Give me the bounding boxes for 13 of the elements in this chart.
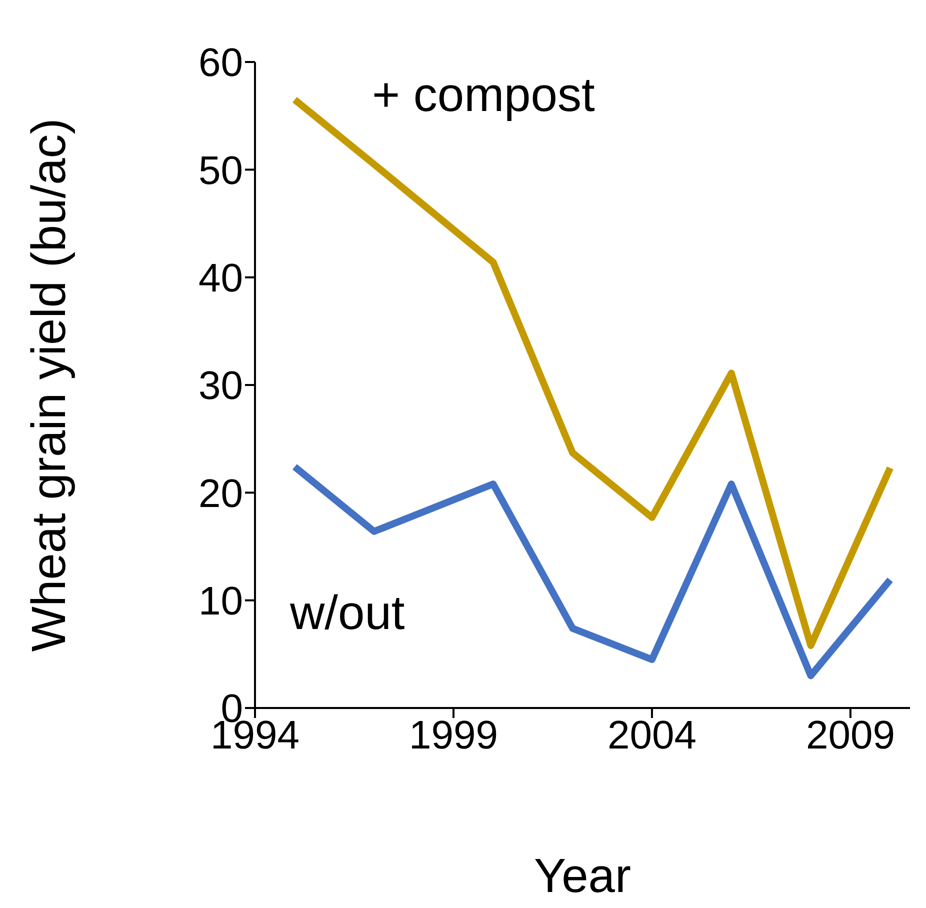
series-label: w/out <box>290 586 405 641</box>
y-axis-title: Wheat grain yield (bu/ac) <box>23 118 76 652</box>
y-tick-label: 10 <box>198 580 243 624</box>
x-tick-label: 1999 <box>408 713 498 758</box>
y-tick-label: 30 <box>198 364 243 408</box>
series-label: + compost <box>372 68 595 123</box>
x-axis-title: Year <box>534 850 632 903</box>
y-tick-label: 40 <box>198 256 243 301</box>
y-tick-label: 50 <box>198 148 243 193</box>
x-tick-label: 2009 <box>806 713 895 758</box>
x-tick-label: 2004 <box>607 713 696 758</box>
y-tick-label: 20 <box>198 472 243 516</box>
y-tick-label: 60 <box>198 41 243 86</box>
